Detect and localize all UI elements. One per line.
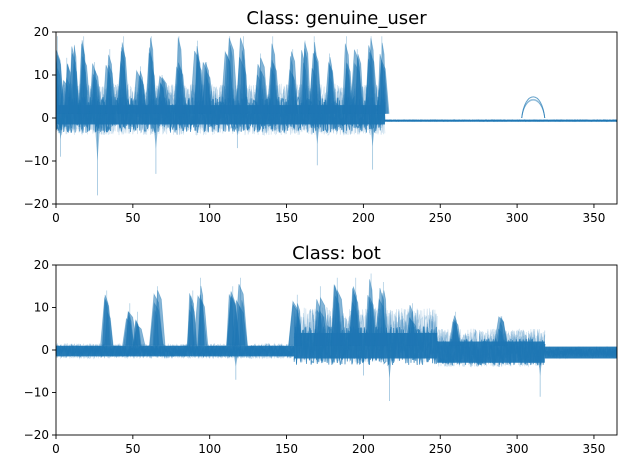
x-tick-label: 50 — [125, 442, 140, 456]
trace-line — [384, 119, 617, 122]
x-tick-label: 300 — [506, 442, 529, 456]
peak-mark — [324, 61, 337, 114]
dip-mark — [152, 118, 159, 149]
peak-mark — [231, 299, 246, 346]
trace-line — [56, 344, 295, 358]
x-tick-label: 0 — [52, 211, 60, 225]
peak-mark — [187, 295, 197, 346]
dip-mark — [57, 118, 64, 140]
peak-mark — [497, 316, 507, 346]
x-tick-label: 350 — [582, 211, 605, 225]
panel-genuine-user: Class: genuine_user 0 50 100 150 200 250 300 35… — [24, 8, 618, 225]
y-tick-label: −20 — [24, 428, 49, 442]
y-tick-label: 20 — [34, 25, 49, 39]
peak-mark — [117, 51, 128, 114]
x-tick-label: 100 — [198, 211, 221, 225]
y-tick-label: −10 — [24, 386, 49, 400]
dip-mark — [234, 118, 241, 135]
dip-mark — [369, 118, 376, 147]
peak-mark — [236, 37, 249, 114]
x-tick-label: 350 — [582, 442, 605, 456]
x-axis: 0 50 100 150 200 250 300 350 — [52, 204, 605, 225]
y-axis: −20 −10 0 10 20 — [24, 25, 56, 211]
peak-mark — [154, 75, 170, 114]
series-lines — [56, 273, 617, 401]
x-tick-label: 100 — [198, 442, 221, 456]
y-tick-label: −20 — [24, 197, 49, 211]
x-tick-label: 200 — [352, 442, 375, 456]
trace-line — [544, 346, 617, 358]
series-lines — [56, 36, 617, 196]
dip-mark — [232, 350, 239, 367]
peak-mark — [295, 315, 302, 346]
x-tick-label: 250 — [429, 211, 452, 225]
x-tick-label: 150 — [275, 442, 298, 456]
peak-mark — [365, 51, 379, 114]
y-tick-label: 10 — [34, 301, 49, 315]
chart-title: Class: bot — [292, 243, 381, 264]
chart-title: Class: genuine_user — [246, 8, 427, 29]
peak-mark — [405, 317, 417, 346]
x-axis: 0 50 100 150 200 250 300 350 — [52, 435, 605, 456]
peak-mark — [72, 46, 78, 114]
peak-mark — [308, 67, 319, 114]
x-tick-label: 250 — [429, 442, 452, 456]
peak-mark — [348, 301, 360, 346]
dip-mark — [386, 350, 393, 379]
bump-trace — [521, 96, 546, 119]
series-segment — [544, 345, 617, 360]
peak-mark — [135, 74, 147, 114]
x-tick-label: 50 — [125, 211, 140, 225]
peak-mark — [79, 40, 87, 114]
peak-mark — [365, 294, 374, 346]
dip-mark — [537, 350, 544, 376]
bump-trace — [521, 99, 546, 119]
peak-mark — [224, 37, 239, 114]
peak-mark — [89, 63, 99, 114]
y-tick-label: 0 — [41, 111, 49, 125]
peak-mark — [300, 62, 309, 114]
peak-mark — [269, 59, 277, 114]
peak-mark — [448, 320, 461, 346]
peak-mark — [374, 298, 388, 346]
peak-mark — [316, 310, 328, 346]
y-tick-label: 10 — [34, 68, 49, 82]
bump-trace — [521, 96, 546, 119]
peak-mark — [106, 71, 114, 114]
trace-line — [436, 337, 546, 366]
dip-mark — [314, 118, 321, 145]
x-tick-label: 150 — [275, 211, 298, 225]
series-segment — [56, 342, 295, 360]
peak-mark — [331, 285, 342, 346]
trace-line — [436, 337, 546, 366]
peak-mark — [254, 64, 265, 114]
y-tick-label: 0 — [41, 343, 49, 357]
dip-mark — [94, 118, 101, 161]
peak-mark — [174, 62, 186, 114]
x-tick-label: 300 — [506, 211, 529, 225]
panel-bot: Class: bot 0 50 100 150 200 250 300 350 −20 −10 0 1… — [24, 243, 618, 456]
peak-mark — [354, 54, 364, 114]
y-tick-label: 20 — [34, 258, 49, 272]
x-tick-label: 200 — [352, 211, 375, 225]
peak-mark — [101, 294, 112, 346]
peak-mark — [285, 68, 298, 114]
y-axis: −20 −10 0 10 20 — [24, 258, 56, 442]
peak-mark — [199, 62, 211, 114]
series-segment — [384, 118, 617, 123]
peak-mark — [126, 312, 133, 346]
bump-trace — [521, 99, 546, 119]
x-tick-label: 0 — [52, 442, 60, 456]
peak-mark — [377, 60, 390, 114]
y-tick-label: −10 — [24, 154, 49, 168]
peak-mark — [153, 290, 166, 346]
peak-mark — [197, 299, 209, 346]
dip-mark — [360, 350, 367, 365]
peak-mark — [132, 319, 141, 346]
peak-mark — [146, 47, 155, 114]
